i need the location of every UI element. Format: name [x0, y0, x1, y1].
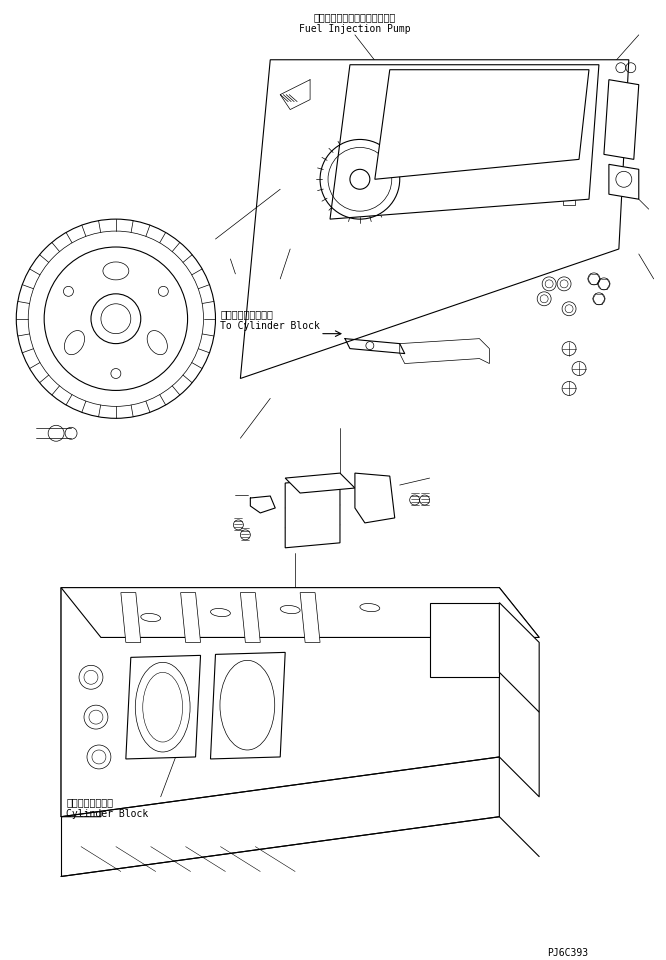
- Text: To Cylinder Block: To Cylinder Block: [220, 321, 320, 330]
- Circle shape: [561, 86, 567, 92]
- Polygon shape: [61, 588, 101, 817]
- Text: シリンダブロック: シリンダブロック: [66, 797, 113, 806]
- Circle shape: [350, 169, 370, 189]
- Circle shape: [486, 84, 492, 90]
- Polygon shape: [180, 592, 200, 642]
- Polygon shape: [61, 588, 539, 637]
- Polygon shape: [240, 60, 629, 378]
- Polygon shape: [355, 473, 395, 523]
- Polygon shape: [121, 592, 141, 642]
- Text: PJ6C393: PJ6C393: [547, 948, 588, 958]
- Text: フェルインジェクションポンプ: フェルインジェクションポンプ: [314, 12, 396, 22]
- Polygon shape: [500, 603, 539, 712]
- Polygon shape: [61, 588, 539, 637]
- Polygon shape: [300, 592, 320, 642]
- Polygon shape: [609, 164, 639, 199]
- Polygon shape: [375, 70, 589, 180]
- Text: Cylinder Block: Cylinder Block: [66, 808, 149, 819]
- Polygon shape: [285, 478, 340, 548]
- Text: シリンダブロックヘ: シリンダブロックヘ: [220, 309, 273, 319]
- Polygon shape: [61, 588, 500, 817]
- Circle shape: [407, 91, 413, 98]
- Text: Fuel Injection Pump: Fuel Injection Pump: [299, 24, 411, 34]
- Polygon shape: [430, 603, 500, 678]
- Polygon shape: [240, 592, 260, 642]
- Polygon shape: [604, 80, 639, 159]
- Circle shape: [446, 86, 452, 92]
- Polygon shape: [126, 656, 200, 759]
- Polygon shape: [330, 64, 599, 219]
- Polygon shape: [285, 473, 355, 493]
- Polygon shape: [210, 653, 285, 759]
- Circle shape: [526, 84, 532, 89]
